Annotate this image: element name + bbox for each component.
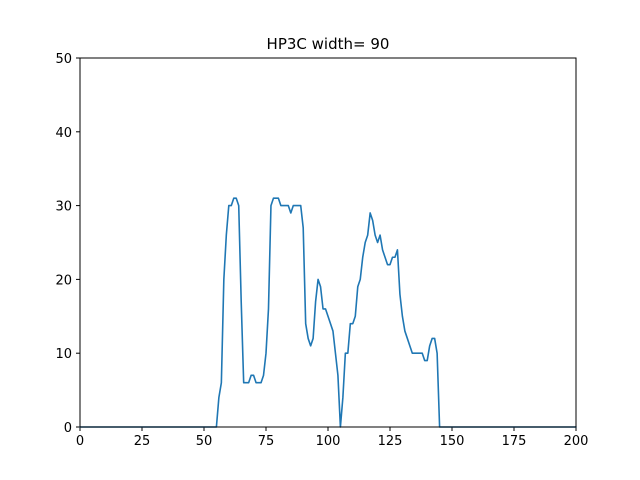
y-tick-label: 30 [55,200,72,215]
axis-ticks: 0 25 50 75 100 125 150 175 200 0 10 20 30 40 50 [55,52,588,449]
x-tick-label: 25 [134,434,151,449]
series-line [79,197,577,428]
y-tick-label: 0 [64,421,72,436]
chart-title: HP3C width= 90 [267,35,390,53]
x-tick-label: 200 [564,434,589,449]
axes-frame [79,57,577,428]
y-tick-label: 20 [55,273,72,288]
x-tick-label: 100 [316,434,341,449]
y-tick-label: 50 [55,52,72,67]
x-tick-label: 0 [76,434,84,449]
x-tick-label: 125 [378,434,403,449]
x-tick-label: 175 [502,434,527,449]
plot-area [79,197,577,428]
x-tick-label: 150 [440,434,465,449]
x-tick-label: 75 [258,434,275,449]
x-tick-label: 50 [196,434,213,449]
y-tick-label: 10 [55,347,72,362]
y-tick-label: 40 [55,126,72,141]
